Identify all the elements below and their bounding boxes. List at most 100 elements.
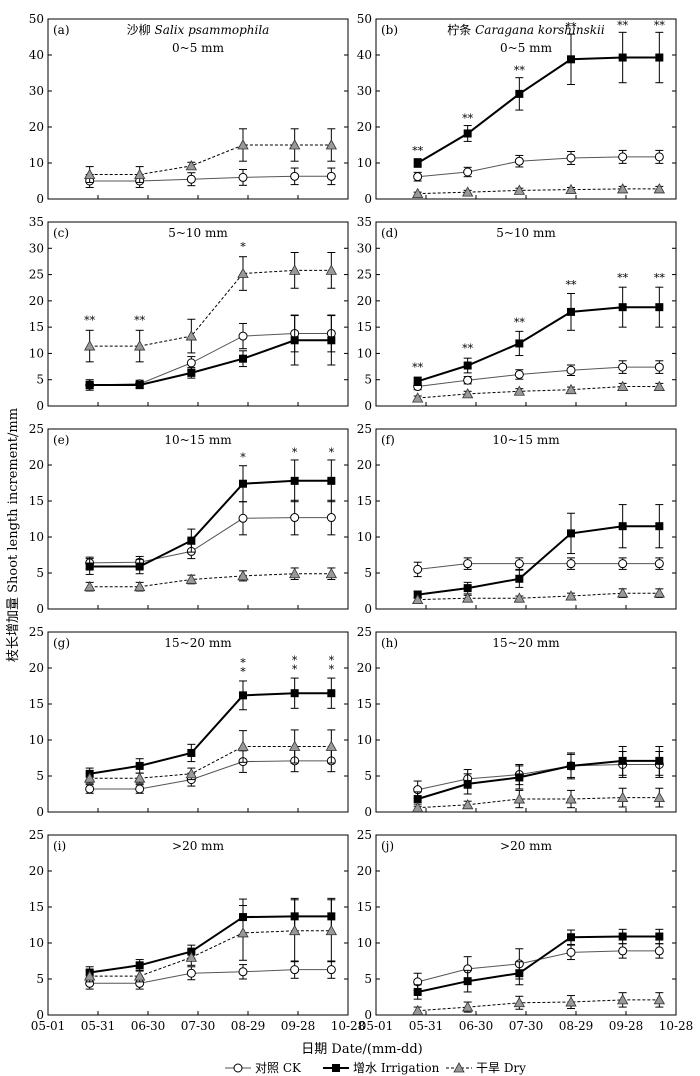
x-tick-label: 10-28: [659, 1019, 694, 1033]
y-tick-label: 10: [29, 936, 44, 950]
data-point-dry: [565, 793, 577, 804]
significance-mark: **: [514, 64, 526, 77]
series-dry-line: [89, 746, 332, 779]
x-tick-label: 07-30: [181, 1019, 216, 1033]
data-point-dry: [185, 330, 198, 341]
data-point-ck: [290, 513, 300, 523]
panel-label: (j): [381, 839, 394, 853]
y-tick-label: 15: [29, 900, 44, 914]
data-point-dry: [237, 139, 249, 150]
y-tick-label: 0: [364, 399, 372, 413]
legend: 对照 CK 增水 Irrigation 干旱 Dry: [225, 1061, 526, 1075]
series-ck: [413, 360, 664, 392]
panel-label: (h): [381, 636, 398, 650]
species-latin: Salix psammophila: [154, 23, 269, 37]
data-point-dry: [565, 383, 577, 395]
data-point-dry: [288, 740, 301, 751]
data-point-irrigation: [515, 89, 524, 98]
data-point-ck: [463, 559, 473, 569]
y-tick-label: 50: [29, 12, 44, 26]
data-point-irrigation: [85, 562, 94, 571]
y-tick-label: 20: [29, 661, 44, 675]
series-irr-line: [417, 306, 660, 383]
series-irr: [413, 504, 664, 599]
data-point-irrigation: [567, 55, 575, 64]
panel-f-frame: [375, 428, 677, 610]
data-point-ck: [566, 365, 576, 375]
data-point-irrigation: [655, 932, 664, 941]
data-point-irrigation: [515, 773, 524, 782]
panel-e: 0 5 10 15 20 25 (e) 10~15 mm * * *: [29, 422, 349, 616]
y-tick-label: 0: [364, 805, 372, 819]
significance-mark: *: [292, 654, 298, 667]
y-tick-label: 10: [357, 936, 372, 950]
y-tick-label: 15: [29, 320, 44, 334]
data-point-dry: [288, 924, 301, 936]
y-tick-label: 15: [357, 320, 372, 334]
data-point-dry: [616, 380, 629, 391]
data-point-dry: [653, 791, 666, 802]
legend-ck-label: 对照 CK: [255, 1061, 302, 1075]
data-point-dry: [411, 187, 424, 199]
data-point-ck: [290, 171, 300, 181]
data-point-irrigation: [463, 129, 472, 138]
x-tick-label: 05-31: [409, 1019, 444, 1033]
data-point-irrigation: [655, 522, 664, 531]
series-ck: [413, 149, 664, 182]
x-tick-label: 10-28: [331, 1019, 366, 1033]
significance-mark: **: [84, 314, 96, 327]
data-point-irrigation: [618, 53, 627, 62]
series-irr: [85, 315, 336, 391]
data-point-irrigation: [187, 536, 196, 545]
data-point-dry: [83, 168, 96, 179]
series-dry: [411, 787, 666, 813]
data-point-dry: [616, 587, 629, 598]
data-point-ck: [514, 156, 524, 166]
data-point-dry: [185, 768, 198, 779]
panel-subtitle: 0~5 mm: [500, 41, 553, 55]
data-point-dry: [185, 160, 198, 171]
y-tick-label: 20: [29, 864, 44, 878]
data-point-irrigation: [135, 761, 144, 770]
data-point-ck: [186, 174, 196, 184]
series-ck: [85, 167, 336, 188]
data-point-irrigation: [187, 368, 196, 377]
data-point-ck: [654, 946, 664, 956]
y-tick-label: 25: [29, 625, 44, 639]
x-tick-label: 05-01: [31, 1019, 66, 1033]
x-tick-label: 09-28: [609, 1019, 644, 1033]
data-point-irrigation: [655, 303, 664, 312]
series-ck-line: [89, 969, 332, 984]
data-point-irrigation: [327, 689, 336, 698]
y-tick-label: 5: [36, 566, 44, 580]
significance-mark: **: [654, 19, 666, 32]
panel-f: 0 5 10 15 20 25 (f) 10~15 mm: [357, 422, 677, 616]
panel-label: (b): [381, 23, 398, 37]
data-point-ck: [654, 152, 664, 162]
series-dry-line: [417, 999, 660, 1012]
data-point-irrigation: [618, 932, 627, 941]
series-irr-line: [89, 479, 332, 568]
species-cn: 沙柳: [127, 23, 155, 37]
data-point-ck: [566, 947, 576, 957]
significance-mark: *: [329, 446, 335, 459]
data-point-ck: [463, 375, 473, 385]
panel-label: (f): [381, 433, 395, 447]
series-dry-line: [417, 592, 660, 601]
panel-label: (c): [53, 226, 69, 240]
data-point-dry: [325, 139, 338, 150]
data-point-irrigation: [515, 969, 524, 978]
series-dry-line: [417, 797, 660, 809]
data-point-ck: [413, 564, 423, 574]
series-ck: [85, 499, 336, 570]
panel-label: (i): [53, 839, 66, 853]
x-tick-label: 08-29: [231, 1019, 266, 1033]
data-point-dry: [461, 798, 474, 810]
y-tick-label: 25: [29, 422, 44, 436]
data-point-irrigation: [135, 380, 144, 389]
series-irr-line: [89, 339, 332, 386]
data-point-irrigation: [239, 691, 247, 700]
panel-h-frame: [375, 631, 677, 813]
y-tick-label: 20: [357, 864, 372, 878]
data-point-dry: [461, 1001, 474, 1012]
